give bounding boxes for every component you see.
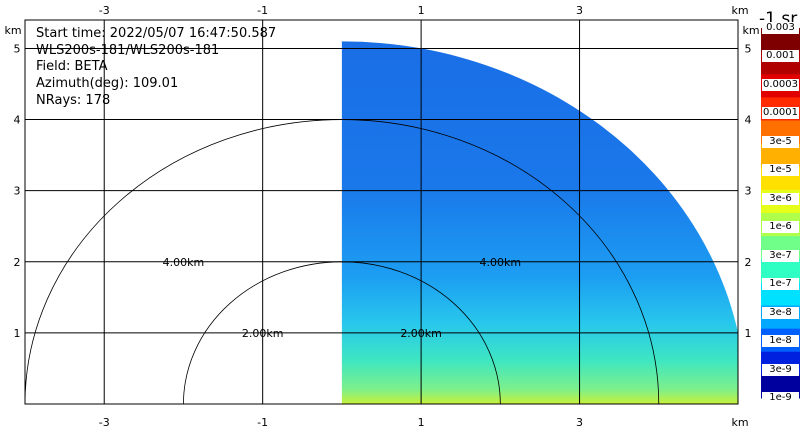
axis-ticks: -3 -3 -1 -1 1 1 3 3 1 1 2 2 3 3 4 4 5 5 km km km km — [4, 4, 759, 429]
colorbar-label: 3e-7 — [762, 249, 799, 262]
x-tick-label-top: -1 — [257, 4, 268, 17]
y-tick-label-left: 2 — [14, 256, 21, 269]
x-unit-bottom: km — [731, 416, 748, 429]
info-instrument: WLS200s-181/WLS200s-181 — [36, 43, 220, 58]
range-ring — [183, 261, 501, 404]
colorbar-label: 1e-5 — [762, 164, 799, 177]
x-tick-label-top: 1 — [418, 4, 425, 17]
beta-sector — [341, 41, 738, 404]
y-tick-label-right: 2 — [745, 256, 752, 269]
range-ring — [25, 119, 660, 404]
plot-frame — [24, 19, 739, 405]
colorbar-label: 3e-8 — [762, 306, 799, 319]
info-start-time: Start time: 2022/05/07 16:47:50.587 — [36, 26, 277, 41]
range-ring-label: 2.00km — [242, 327, 284, 340]
y-unit-left: km — [4, 24, 21, 37]
colorbar-segment — [761, 259, 800, 283]
y-tick-label-right: 1 — [745, 327, 752, 340]
y-tick-label-right: 5 — [745, 42, 752, 55]
colorbar-label: 0.001 — [762, 50, 799, 63]
grid — [25, 20, 738, 404]
x-tick-label-bottom: 1 — [418, 416, 425, 429]
x-tick-label-bottom: -3 — [99, 416, 110, 429]
x-tick-label-top: 3 — [576, 4, 583, 17]
range-rings: 2.00km 2.00km 4.00km 4.00km — [25, 119, 660, 404]
x-tick-label-top: -3 — [99, 4, 110, 17]
beta-sector-fill — [341, 41, 738, 404]
colorbar-label: 1e-7 — [762, 278, 799, 291]
colorbar-label: 1e-9 — [762, 392, 799, 404]
range-ring-label: 4.00km — [163, 256, 205, 269]
colorbar-label: 3e-5 — [762, 135, 799, 148]
x-unit-top: km — [731, 4, 748, 17]
colorbar-label: 0.0001 — [762, 107, 799, 120]
colorbar-label: 3e-9 — [762, 363, 799, 376]
colorbar-label: 0.003 — [762, 22, 799, 34]
colorbar-label: 1e-6 — [762, 221, 799, 234]
range-ring-label: 4.00km — [480, 256, 522, 269]
y-tick-label-left: 5 — [14, 42, 21, 55]
x-tick-label-bottom: -1 — [257, 416, 268, 429]
y-tick-label-left: 3 — [14, 185, 21, 198]
info-azimuth: Azimuth(deg): 109.01 — [36, 76, 179, 91]
colorbar-label: 1e-8 — [762, 335, 799, 348]
colorbar-label: 0.0003 — [762, 78, 799, 91]
range-ring-label: 2.00km — [400, 327, 442, 340]
info-nrays: NRays: 178 — [36, 93, 111, 108]
y-tick-label-left: 4 — [14, 114, 21, 127]
colorbar-label: 3e-6 — [762, 192, 799, 205]
y-tick-label-right: 4 — [745, 114, 752, 127]
x-tick-label-bottom: 3 — [576, 416, 583, 429]
y-tick-label-right: 3 — [745, 185, 752, 198]
colorbar-segment — [761, 143, 800, 168]
info-field: Field: BETA — [36, 59, 108, 74]
y-tick-label-left: 1 — [14, 327, 21, 340]
y-unit-right: km — [742, 24, 759, 37]
